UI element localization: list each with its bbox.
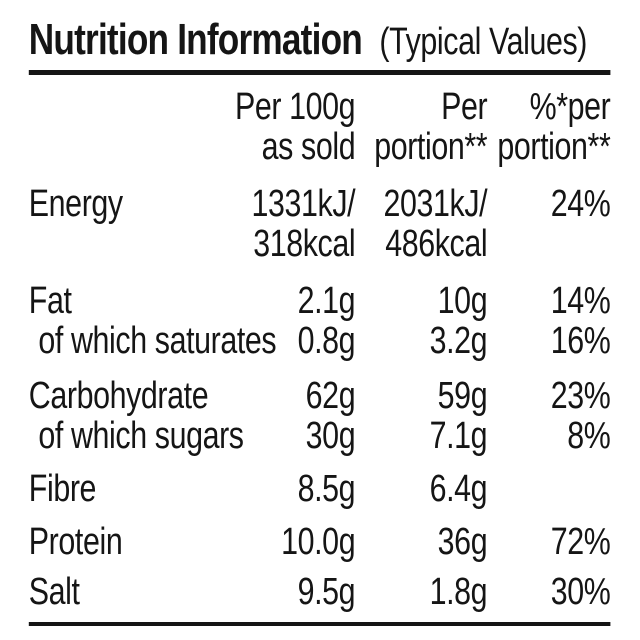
group-carbohydrate: Carbohydrate 62g 59g 23% of which sugars… [0, 376, 640, 456]
nutrient-label: of which saturates [38, 320, 277, 362]
divider-top [28, 70, 611, 75]
value-per-portion: 1.8g [429, 571, 488, 613]
group-fat: Fat 2.1g 10g 14% of which saturates 0.8g… [0, 281, 640, 361]
value-per-100g: 30g [305, 415, 356, 457]
nutrient-label: Carbohydrate [28, 375, 209, 417]
header-per-100g: Per 100g [235, 86, 356, 128]
row-sugars: of which sugars 30g 7.1g 8% [0, 416, 640, 456]
row-salt: Salt 9.5g 1.8g 30% [0, 572, 640, 612]
value-percent: 8% [567, 415, 611, 457]
value-percent: 30% [550, 571, 611, 613]
header-portion-2: portion** [497, 126, 611, 168]
value-percent: 72% [550, 521, 611, 563]
row-protein: Protein 10.0g 36g 72% [0, 522, 640, 562]
value-per-portion: 2031kJ/ [383, 183, 488, 225]
value-percent: 23% [550, 375, 611, 417]
value-percent: 14% [550, 280, 611, 322]
value-per-100g-kcal: 318kcal [253, 223, 356, 265]
nutrient-label: Protein [28, 521, 123, 563]
header-per-portion: Per [441, 86, 488, 128]
value-per-portion-kcal: 486kcal [385, 223, 488, 265]
nutrient-label: of which sugars [38, 415, 244, 457]
value-per-100g: 8.5g [297, 468, 356, 510]
divider-bottom [28, 622, 611, 626]
row-saturates: of which saturates 0.8g 3.2g 16% [0, 321, 640, 361]
value-per-portion: 36g [437, 521, 488, 563]
row-energy: Energy 1331kJ/ 2031kJ/ 24% 318kcal 486kc… [0, 184, 640, 264]
nutrient-label: Energy [28, 183, 123, 225]
nutrient-label: Salt [28, 571, 80, 613]
value-per-100g: 9.5g [297, 571, 356, 613]
value-percent: 16% [550, 320, 611, 362]
value-per-portion: 7.1g [429, 415, 488, 457]
row-fat: Fat 2.1g 10g 14% [0, 281, 640, 321]
header-as-sold: as sold [261, 126, 356, 168]
label-panel: Nutrition Information (Typical Values) P… [0, 14, 640, 626]
header-percent-per-portion: %*per [529, 86, 611, 128]
header-line-2: as sold portion** portion** [0, 127, 640, 167]
value-per-100g: 10.0g [281, 521, 356, 563]
value-per-portion: 3.2g [429, 320, 488, 362]
page-title: Nutrition Information (Typical Values) [0, 14, 640, 68]
row-fibre: Fibre 8.5g 6.4g [0, 469, 640, 509]
nutrient-label: Fibre [28, 468, 97, 510]
header-portion: portion** [374, 126, 488, 168]
value-per-100g: 62g [305, 375, 356, 417]
title-suffix: (Typical Values) [379, 21, 587, 63]
header-line-1: Per 100g Per %*per [0, 87, 640, 127]
value-percent: 24% [550, 183, 611, 225]
column-headers: Per 100g Per %*per as sold portion** por… [0, 87, 640, 167]
value-per-100g: 0.8g [297, 320, 356, 362]
value-per-100g: 1331kJ/ [251, 183, 356, 225]
row-carbohydrate: Carbohydrate 62g 59g 23% [0, 376, 640, 416]
value-per-portion: 6.4g [429, 468, 488, 510]
title-main: Nutrition Information [28, 15, 363, 64]
value-per-100g: 2.1g [297, 280, 356, 322]
value-per-portion: 59g [437, 375, 488, 417]
value-per-portion: 10g [437, 280, 488, 322]
nutrient-label: Fat [28, 280, 72, 322]
